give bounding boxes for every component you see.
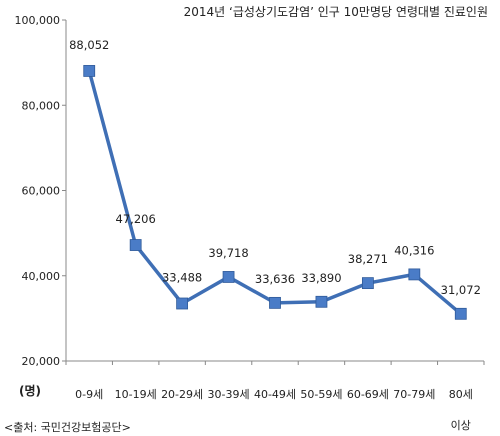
data-label: 33,890 xyxy=(301,271,341,285)
data-point xyxy=(129,239,142,251)
y-tick-label: 20,000 xyxy=(22,355,61,368)
data-point xyxy=(408,268,421,281)
data-label: 38,271 xyxy=(348,252,388,266)
y-tick-label: 40,000 xyxy=(22,270,61,283)
y-axis: 20,000 40,000 60,000 80,000 100,000 xyxy=(15,14,67,368)
x-tick-label: 10-19세 xyxy=(115,388,157,401)
data-point xyxy=(176,297,189,310)
data-label: 47,206 xyxy=(116,212,156,226)
data-point xyxy=(315,295,328,308)
data-label: 39,718 xyxy=(208,246,248,260)
x-tick-label: 70-79세 xyxy=(393,388,435,401)
x-tick-label: 80세 xyxy=(449,388,473,401)
data-label: 31,072 xyxy=(441,283,481,297)
x-tick-label: 30-39세 xyxy=(208,388,250,401)
source-note: <출처: 국민건강보험공단> xyxy=(4,421,131,434)
x-tick-label: 60-69세 xyxy=(347,388,389,401)
y-tick-label: 60,000 xyxy=(22,185,61,198)
data-point xyxy=(222,271,235,283)
data-labels: 88,052 47,206 33,488 39,718 33,636 33,890 38,2… xyxy=(69,38,481,297)
series xyxy=(83,65,467,320)
data-label: 33,636 xyxy=(255,272,295,286)
y-axis-label: (명) xyxy=(19,384,41,398)
x-tick-label-line2: 이상 xyxy=(451,419,471,432)
x-tick-label: 50-59세 xyxy=(300,388,342,401)
y-tick-label: 100,000 xyxy=(15,14,61,27)
y-tick-label: 80,000 xyxy=(22,99,61,112)
data-label: 33,488 xyxy=(162,271,202,285)
x-tick-label: 0-9세 xyxy=(75,388,103,401)
chart-title: 2014년 ‘급성상기도감염’ 인구 10만명당 연령대별 진료인원 xyxy=(184,5,488,19)
x-tick-label: 20-29세 xyxy=(161,388,203,401)
x-tick-label: 40-49세 xyxy=(254,388,296,401)
data-point xyxy=(83,65,96,77)
data-point xyxy=(269,296,281,309)
data-label: 40,316 xyxy=(394,243,434,257)
x-axis: 0-9세 10-19세 20-29세 30-39세 40-49세 50-59세 60-69세… xyxy=(65,360,485,432)
data-point xyxy=(454,307,467,320)
data-label: 88,052 xyxy=(69,38,109,52)
data-point xyxy=(361,277,374,290)
